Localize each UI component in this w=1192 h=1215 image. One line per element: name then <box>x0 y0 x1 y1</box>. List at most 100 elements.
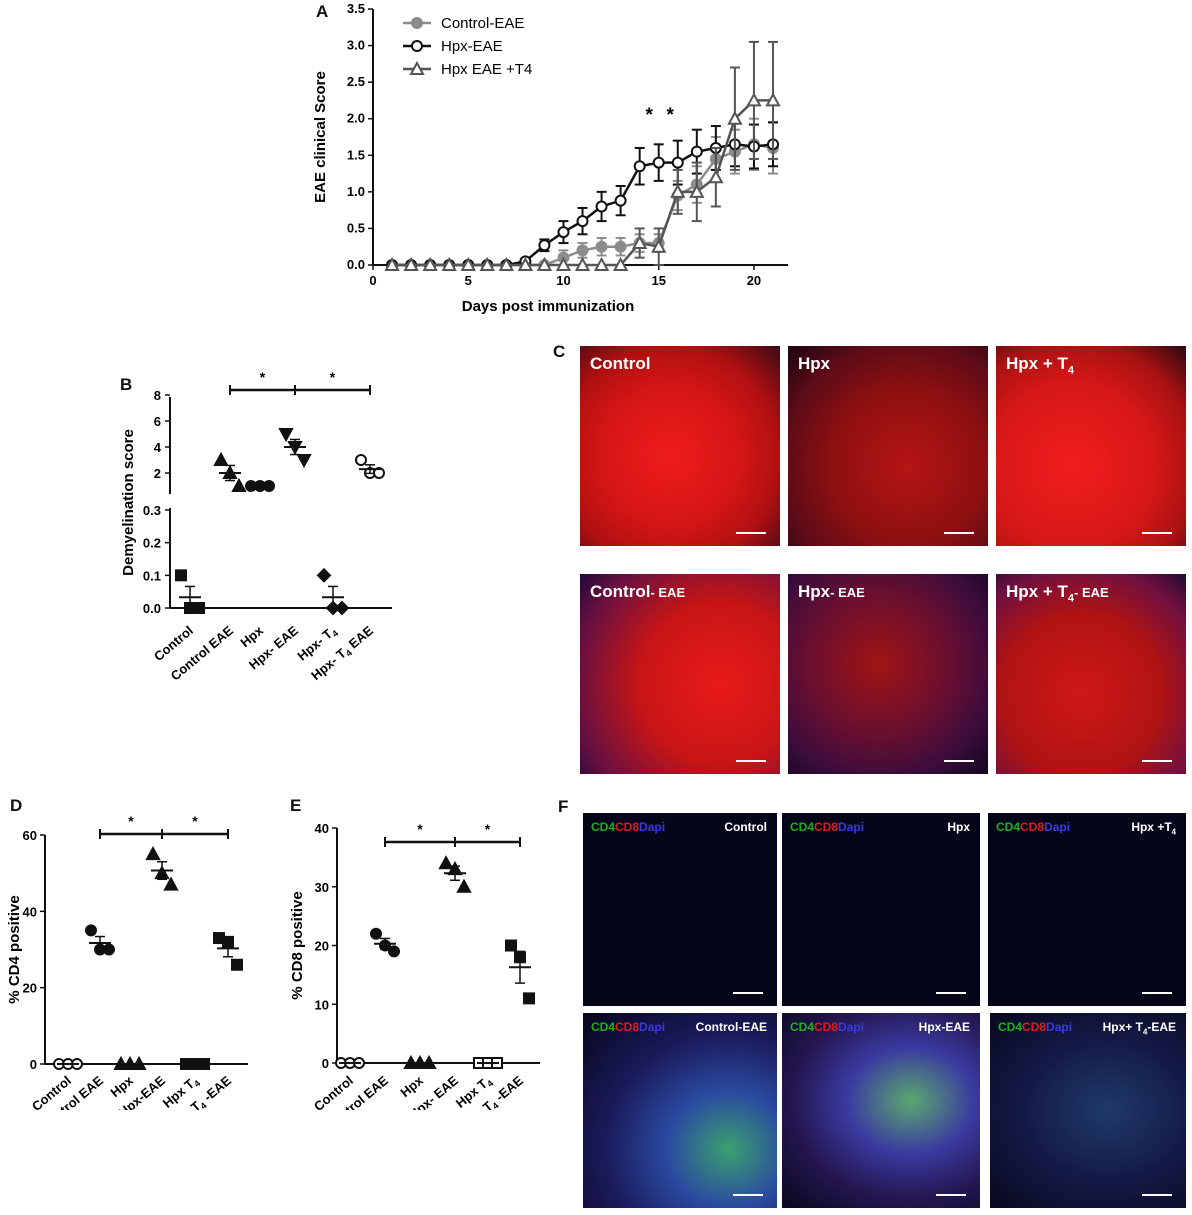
data-point <box>614 194 627 207</box>
data-point <box>370 927 382 940</box>
scale-bar <box>944 532 974 534</box>
significance-marker: * <box>666 105 674 126</box>
y-tick-label: 2.5 <box>347 74 365 89</box>
scale-bar <box>1142 760 1172 762</box>
if-f-control: CD4CD8Dapi Control <box>583 813 777 1006</box>
significance-marker: * <box>330 370 336 385</box>
legend-marker <box>411 17 423 29</box>
x-tick-label: 10 <box>556 273 570 288</box>
significance-marker: * <box>128 813 134 829</box>
data-point <box>403 256 419 271</box>
data-point <box>670 183 686 198</box>
data-point <box>479 256 495 271</box>
scale-bar <box>1142 992 1172 994</box>
panel-letter-e: E <box>290 796 302 815</box>
data-point <box>422 256 438 271</box>
y-tick-label: 2.0 <box>347 111 365 126</box>
if-label: Hpx-EAE <box>918 1020 970 1034</box>
if-label: Control-EAE <box>695 1020 767 1034</box>
micrograph-label: Control- EAE <box>590 582 686 601</box>
y-tick-label: 40 <box>23 904 37 919</box>
if-f-control-eae: CD4CD8Dapi Control-EAE <box>583 1013 777 1208</box>
scale-bar <box>736 532 766 534</box>
significance-marker: * <box>417 821 423 837</box>
if-label: Control <box>724 820 767 834</box>
data-point <box>555 256 572 271</box>
data-point <box>85 924 97 937</box>
y-axis-label: % CD4 positive <box>6 895 23 1003</box>
stain-legend: CD4CD8Dapi <box>790 1020 865 1034</box>
y-tick-label: 6 <box>154 414 161 429</box>
stain-legend: CD4CD8Dapi <box>790 820 865 834</box>
data-point <box>765 92 781 107</box>
data-point <box>746 92 762 107</box>
data-point <box>595 240 608 253</box>
micrograph-label: Hpx- EAE <box>798 582 865 601</box>
micrograph-c-hpx: Hpx <box>788 346 988 546</box>
data-point <box>456 878 472 893</box>
panel-letter-b: B <box>120 375 133 394</box>
y-tick-label: 0.0 <box>347 257 365 272</box>
category-label: Hpx <box>397 1072 426 1100</box>
scale-bar <box>944 760 974 762</box>
panel-letter-c: C <box>553 342 566 361</box>
scale-bar <box>733 1194 763 1196</box>
scale-bar <box>1142 1194 1172 1196</box>
data-point <box>708 169 724 184</box>
data-point <box>574 256 591 271</box>
data-point <box>631 234 648 250</box>
y-tick-label: 30 <box>315 880 329 895</box>
data-point <box>652 156 665 169</box>
micrograph-c-hpx-t4: Hpx + T4 <box>996 346 1186 546</box>
data-point <box>278 428 294 443</box>
data-point <box>690 145 703 158</box>
if-f-hpx-t4: CD4CD8Dapi Hpx +T4 <box>988 813 1186 1006</box>
data-point <box>231 958 243 971</box>
axis-break <box>167 494 173 508</box>
y-tick-label: 0 <box>322 1056 329 1071</box>
data-point <box>593 256 610 271</box>
scale-bar <box>736 760 766 762</box>
data-point <box>505 939 517 952</box>
data-point <box>441 256 457 271</box>
y-axis-label: EAE clinical Score <box>312 71 329 203</box>
data-point <box>163 876 179 891</box>
stain-legend: CD4CD8Dapi <box>996 820 1071 834</box>
y-tick-label: 0.3 <box>143 503 161 518</box>
legend-label: Hpx EAE +T4 <box>441 61 532 78</box>
scale-bar <box>936 992 966 994</box>
scale-bar <box>936 1194 966 1196</box>
micrograph-c-control-eae: Control- EAE <box>580 574 780 774</box>
panel-letter-a: A <box>316 2 329 21</box>
scale-bar <box>733 992 763 994</box>
y-tick-label: 0 <box>30 1057 37 1072</box>
y-tick-label: 10 <box>315 997 329 1012</box>
data-point <box>460 256 476 271</box>
data-point <box>576 215 589 228</box>
panel-letter-f: F <box>558 797 569 816</box>
micrograph-c-hpx-eae: Hpx- EAE <box>788 574 988 774</box>
significance-marker: * <box>192 813 198 829</box>
x-tick-label: 5 <box>465 273 472 288</box>
data-point <box>384 256 400 271</box>
data-point <box>595 200 608 213</box>
y-axis-label: % CD8 positive <box>289 891 306 999</box>
if-f-hpx: CD4CD8Dapi Hpx <box>782 813 980 1006</box>
data-point <box>498 256 515 271</box>
legend-label: Control-EAE <box>441 15 524 32</box>
if-f-hpx-eae: CD4CD8Dapi Hpx-EAE <box>782 1013 980 1208</box>
y-axis-label: Demyelination score <box>120 429 137 576</box>
significance-marker: * <box>260 370 266 385</box>
data-point <box>612 256 629 271</box>
y-tick-label: 8 <box>154 388 161 403</box>
data-point <box>175 569 187 582</box>
data-point <box>296 454 312 469</box>
scale-bar <box>1142 532 1172 534</box>
data-point <box>536 256 553 271</box>
data-point <box>517 256 534 271</box>
y-tick-label: 2 <box>154 466 161 481</box>
data-point <box>614 240 627 253</box>
legend-marker <box>411 40 423 52</box>
